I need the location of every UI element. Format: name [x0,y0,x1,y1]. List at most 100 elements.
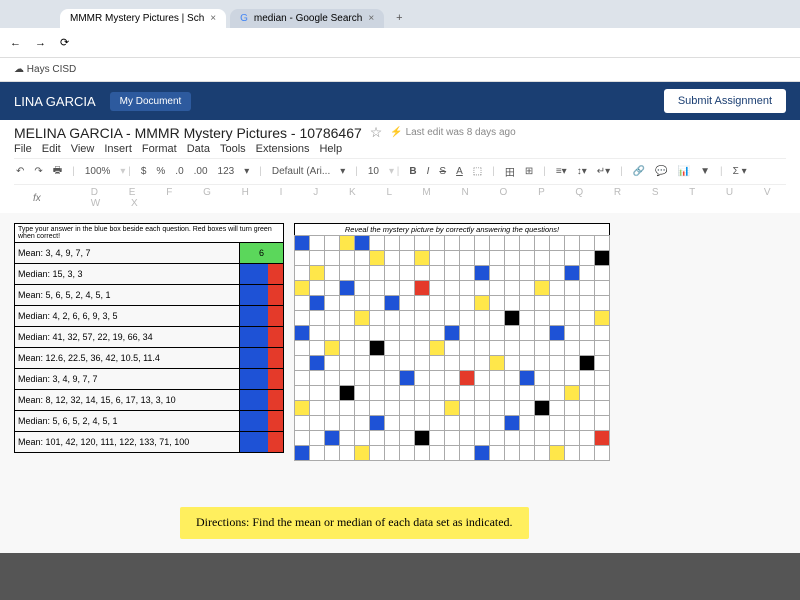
close-icon[interactable]: × [210,13,216,24]
filter-icon[interactable]: ▼ [698,166,712,177]
answer-cell[interactable] [240,411,284,432]
font-select[interactable]: Default (Ari... [270,166,332,177]
grid-cell [520,296,535,311]
undo-icon[interactable]: ↶ [14,166,26,177]
grid-cell [475,341,490,356]
grid-cell [445,416,460,431]
sigma-icon[interactable]: Σ ▾ [731,166,749,177]
italic-icon[interactable]: I [425,166,432,177]
grid-cell [400,266,415,281]
browser-tab[interactable]: G median - Google Search × [230,9,384,28]
align-icon[interactable]: ≡▾ [554,166,569,177]
grid-cell [505,281,520,296]
grid-cell [445,296,460,311]
grid-cell [415,251,430,266]
bold-icon[interactable]: B [407,166,418,177]
answer-cell[interactable]: 6 [240,243,284,264]
question-cell: Mean: 12.6, 22.5, 36, 42, 10.5, 11.4 [15,348,240,369]
strike-icon[interactable]: S [437,166,448,177]
format-dec-dec[interactable]: .0 [173,166,185,177]
menu-view[interactable]: View [71,143,95,155]
grid-cell [520,371,535,386]
my-document-pill[interactable]: My Document [110,92,192,111]
grid-cell [505,356,520,371]
grid-cell [355,281,370,296]
answer-cell[interactable] [240,390,284,411]
menu-insert[interactable]: Insert [104,143,132,155]
link-icon[interactable]: 🔗 [631,166,647,177]
grid-cell [565,281,580,296]
grid-cell [445,431,460,446]
answer-cell[interactable] [240,432,284,453]
answer-cell[interactable] [240,306,284,327]
close-icon[interactable]: × [368,13,374,24]
grid-cell [490,311,505,326]
answer-cell[interactable] [240,369,284,390]
format-123[interactable]: 123 [216,166,237,177]
bookmark-item[interactable]: ☁ Hays CISD [14,64,76,75]
redo-icon[interactable]: ↷ [32,166,44,177]
grid-cell [325,266,340,281]
zoom-select[interactable]: 100% [83,166,113,177]
browser-tab-active[interactable]: MMMR Mystery Pictures | Sch × [60,9,226,28]
menu-edit[interactable]: Edit [42,143,61,155]
text-color-icon[interactable]: A [454,166,465,177]
menu-file[interactable]: File [14,143,32,155]
star-icon[interactable]: ☆ [370,124,383,141]
grid-cell [370,281,385,296]
format-percent[interactable]: % [154,166,167,177]
grid-cell [430,266,445,281]
grid-cell [505,416,520,431]
grid-cell [385,341,400,356]
valign-icon[interactable]: ↕▾ [575,166,589,177]
answer-cell[interactable] [240,327,284,348]
merge-icon[interactable]: ⊞ [523,166,535,177]
grid-cell [415,266,430,281]
borders-icon[interactable]: 田 [503,164,517,179]
answer-cell[interactable] [240,348,284,369]
grid-cell [520,266,535,281]
directions-note: Directions: Find the mean or median of e… [180,507,529,539]
menu-help[interactable]: Help [319,143,342,155]
grid-cell [385,446,400,461]
menu-extensions[interactable]: Extensions [256,143,310,155]
question-cell: Median: 15, 3, 3 [15,264,240,285]
chart-icon[interactable]: 📊 [676,166,692,177]
answer-cell[interactable] [240,264,284,285]
grid-cell [535,236,550,251]
back-icon[interactable]: ← [10,37,21,49]
grid-cell [460,386,475,401]
answer-cell[interactable] [240,285,284,306]
format-dec-inc[interactable]: .00 [192,166,210,177]
grid-cell [295,251,310,266]
grid-cell [430,431,445,446]
doc-title[interactable]: MELINA GARCIA - MMMR Mystery Pictures - … [14,125,362,141]
grid-cell [355,431,370,446]
grid-cell [445,311,460,326]
wrap-icon[interactable]: ↵▾ [595,166,612,177]
reload-icon[interactable]: ⟳ [60,36,69,49]
grid-cell [565,446,580,461]
fill-color-icon[interactable]: ⬚ [471,166,484,177]
format-currency[interactable]: $ [139,166,149,177]
grid-cell [595,311,610,326]
grid-cell [580,446,595,461]
menu-data[interactable]: Data [187,143,210,155]
submit-assignment-button[interactable]: Submit Assignment [664,89,786,113]
new-tab-button[interactable]: + [388,8,410,28]
grid-cell [490,236,505,251]
grid-cell [445,326,460,341]
grid-cell [400,371,415,386]
forward-icon[interactable]: → [35,37,46,49]
grid-cell [580,326,595,341]
font-size[interactable]: 10 [366,166,381,177]
print-icon[interactable]: 🖶 [51,163,64,180]
grid-cell [295,401,310,416]
menu-tools[interactable]: Tools [220,143,246,155]
menu-format[interactable]: Format [142,143,177,155]
comment-icon[interactable]: 💬 [653,166,669,177]
grid-cell [310,311,325,326]
sheet-canvas[interactable]: Type your answer in the blue box beside … [0,213,800,553]
grid-cell [520,311,535,326]
grid-cell [385,281,400,296]
